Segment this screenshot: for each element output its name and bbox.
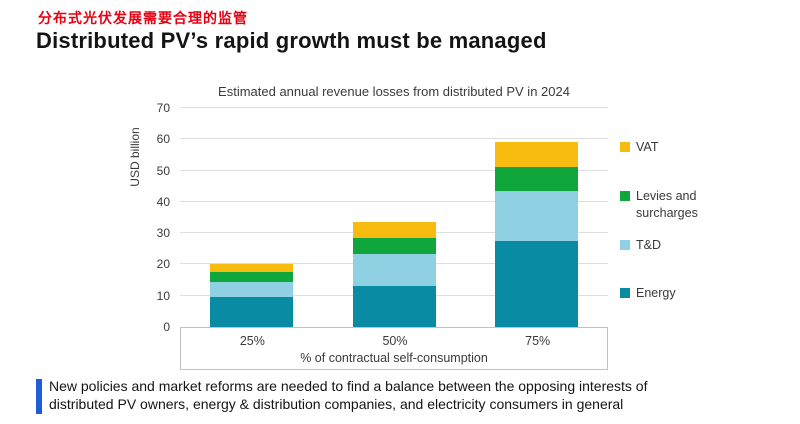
- bar-segment-vat: [209, 264, 293, 273]
- legend-swatch: [620, 142, 630, 152]
- gridline: [180, 200, 608, 202]
- key-message-line-2: distributed PV owners, energy & distribu…: [49, 396, 624, 412]
- accent-bar: [36, 379, 42, 414]
- legend-item-t-d: T&D: [620, 237, 661, 254]
- bar-segment-t-d: [352, 253, 436, 287]
- bar-segment-vat: [495, 142, 579, 168]
- bar-segment-t-d: [209, 281, 293, 298]
- legend-label: T&D: [636, 238, 661, 252]
- legend-item-levies-and-surcharges: Levies and surcharges: [620, 188, 718, 222]
- legend-item-energy: Energy: [620, 285, 676, 302]
- y-tick-label: 20: [156, 257, 170, 272]
- legend-swatch: [620, 191, 630, 201]
- gridline: [180, 138, 608, 140]
- y-tick-label: 50: [156, 163, 170, 178]
- y-tick-label: 0: [163, 320, 170, 334]
- legend-swatch: [620, 288, 630, 298]
- x-axis-label: % of contractual self-consumption: [300, 351, 488, 365]
- bar-segment-vat: [352, 222, 436, 238]
- legend-label: VAT: [636, 140, 659, 154]
- x-category-label: 50%: [382, 334, 408, 348]
- bar-segment-energy: [352, 286, 436, 327]
- plot-area: [180, 107, 608, 327]
- x-category-label: 75%: [525, 334, 551, 348]
- y-tick-label: 30: [156, 226, 170, 241]
- key-message: New policies and market reforms are need…: [49, 377, 647, 413]
- bar-25%: [209, 264, 293, 327]
- legend-swatch: [620, 240, 630, 250]
- x-axis-box: 25% 50% 75% % of contractual self-consumpt…: [180, 327, 608, 370]
- key-message-line-1: New policies and market reforms are need…: [49, 378, 648, 394]
- bar-segment-levies-and-surcharges: [495, 167, 579, 191]
- y-axis-ticks: 0 10 20 30 40 50 60 70: [130, 101, 170, 334]
- chart-title: Estimated annual revenue losses from dis…: [218, 84, 570, 99]
- page-title: Distributed PV’s rapid growth must be ma…: [36, 28, 547, 53]
- bar-50%: [352, 222, 436, 327]
- y-tick-label: 40: [156, 194, 170, 209]
- subtitle-chinese: 分布式光伏发展需要合理的监管: [38, 10, 248, 26]
- bar-segment-levies-and-surcharges: [352, 237, 436, 254]
- bar-segment-energy: [495, 240, 579, 327]
- y-tick-label: 60: [156, 132, 170, 147]
- gridline: [180, 107, 608, 108]
- y-tick-label: 70: [156, 101, 170, 115]
- bar-segment-t-d: [495, 190, 579, 241]
- y-tick-label: 10: [156, 288, 170, 303]
- legend-label: Energy: [636, 286, 676, 300]
- legend: VAT Levies and surcharges T&D Energy: [620, 108, 740, 327]
- legend-item-vat: VAT: [620, 139, 658, 156]
- gridline: [180, 169, 608, 171]
- bar-75%: [495, 142, 579, 327]
- x-category-label: 25%: [239, 334, 265, 348]
- bar-segment-levies-and-surcharges: [209, 272, 293, 282]
- legend-label: Levies and surcharges: [636, 189, 698, 220]
- bar-segment-energy: [209, 297, 293, 327]
